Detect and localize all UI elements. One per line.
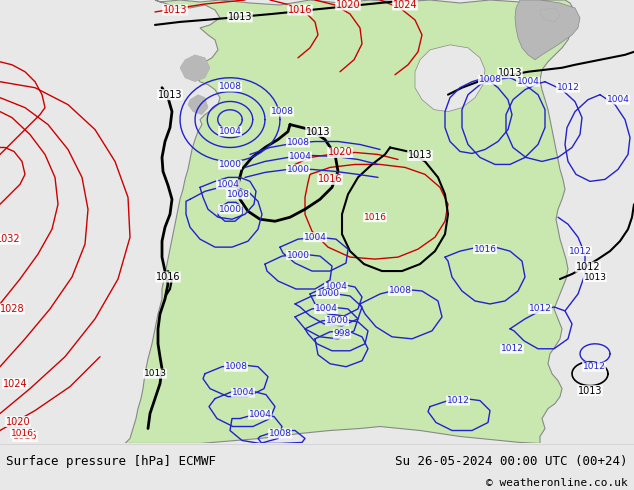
Text: 1013: 1013 [583, 272, 607, 282]
Text: 1016: 1016 [363, 213, 387, 222]
Polygon shape [540, 8, 560, 22]
Text: 1013: 1013 [163, 5, 187, 15]
Text: 1008: 1008 [269, 429, 292, 438]
Text: 1004: 1004 [249, 410, 271, 419]
Text: 1032: 1032 [0, 234, 20, 244]
Text: 1013: 1013 [408, 150, 432, 160]
Text: 1012: 1012 [529, 304, 552, 314]
Text: 1000: 1000 [219, 160, 242, 169]
Text: 1016: 1016 [288, 5, 313, 15]
Text: Su 26-05-2024 00:00 UTC (00+24): Su 26-05-2024 00:00 UTC (00+24) [395, 455, 628, 467]
Text: 1013: 1013 [578, 386, 602, 395]
Text: 1008: 1008 [226, 190, 250, 199]
Text: 1012: 1012 [569, 246, 592, 256]
Text: 1000: 1000 [316, 290, 339, 298]
Text: 1008: 1008 [219, 82, 242, 91]
Text: 1004: 1004 [325, 283, 347, 292]
Text: 1008: 1008 [389, 287, 411, 295]
Text: 1013: 1013 [158, 90, 182, 99]
Text: 1013: 1013 [228, 12, 252, 22]
Text: 1012: 1012 [501, 344, 524, 353]
Text: 1013: 1013 [143, 369, 167, 378]
Polygon shape [125, 0, 575, 443]
Text: 1028: 1028 [0, 304, 24, 314]
Text: 1004: 1004 [314, 304, 337, 314]
Polygon shape [415, 45, 485, 112]
Text: 1012: 1012 [583, 362, 605, 371]
Text: 1016: 1016 [11, 429, 34, 438]
Text: 1012: 1012 [446, 396, 469, 405]
Text: 1004: 1004 [219, 127, 242, 136]
Text: 1000: 1000 [287, 165, 309, 174]
Polygon shape [515, 0, 580, 60]
Text: 1020: 1020 [328, 147, 353, 157]
Text: 1024: 1024 [3, 379, 27, 389]
Text: 1016: 1016 [474, 245, 496, 254]
Text: Surface pressure [hPa] ECMWF: Surface pressure [hPa] ECMWF [6, 455, 216, 467]
Text: 1008: 1008 [479, 75, 501, 84]
Text: 1008: 1008 [271, 107, 294, 116]
Text: 1016: 1016 [156, 272, 180, 282]
Text: 1020: 1020 [6, 416, 30, 426]
Text: 1004: 1004 [607, 95, 630, 104]
Text: 1020: 1020 [335, 0, 360, 10]
Text: 1024: 1024 [392, 0, 417, 10]
Text: 1013: 1013 [306, 126, 330, 137]
Text: 1000: 1000 [287, 250, 309, 260]
Text: 1012: 1012 [557, 83, 579, 92]
Polygon shape [188, 95, 208, 115]
Text: 1004: 1004 [217, 180, 240, 189]
Text: 1000: 1000 [325, 317, 349, 325]
Text: 1000: 1000 [219, 205, 242, 214]
Text: 1012: 1012 [576, 262, 600, 272]
Text: 998: 998 [333, 329, 351, 338]
Text: 1008: 1008 [287, 138, 309, 147]
Polygon shape [180, 55, 210, 82]
Text: 1013: 1013 [498, 68, 522, 78]
Text: 1004: 1004 [288, 152, 311, 161]
Text: 1004: 1004 [231, 388, 254, 397]
Text: 1016: 1016 [318, 174, 342, 184]
Text: 1016: 1016 [13, 432, 37, 441]
Text: 1004: 1004 [304, 233, 327, 242]
Text: 1008: 1008 [224, 362, 247, 371]
Text: 1004: 1004 [517, 77, 540, 86]
Text: © weatheronline.co.uk: © weatheronline.co.uk [486, 478, 628, 488]
